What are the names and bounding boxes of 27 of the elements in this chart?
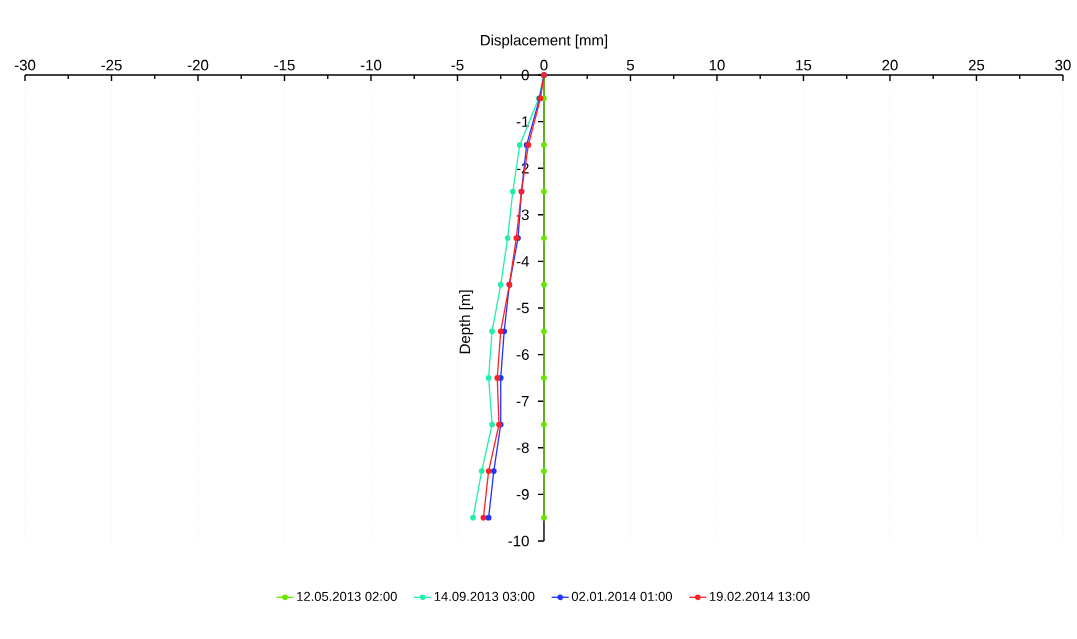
x-tick-label: 30 [1055, 59, 1071, 71]
x-tick-label: 20 [882, 59, 898, 71]
x-tick-label: 15 [796, 59, 812, 71]
y-tick-label: -8 [516, 442, 529, 454]
x-tick-label: -25 [101, 59, 122, 71]
legend-label: 02.01.2014 01:00 [571, 591, 673, 601]
x-tick-label: 10 [709, 59, 725, 71]
x-tick-label: 25 [968, 59, 985, 71]
legend-label: 14.09.2013 03:00 [434, 591, 535, 601]
y-tick-label: -9 [516, 489, 529, 500]
x-tick-label: 5 [626, 59, 635, 71]
legend-label: 19.02.2014 13:00 [709, 591, 810, 601]
x-tick-label: -30 [14, 59, 36, 71]
x-tick-label: 0 [540, 59, 548, 71]
y-tick-label: -1 [516, 116, 529, 127]
x-tick-label: -5 [451, 59, 464, 71]
y-tick-label: -6 [516, 349, 529, 360]
y-tick-label: -4 [516, 256, 529, 267]
x-tick-label: -20 [187, 59, 209, 71]
y-axis-title: Depth [m] [459, 290, 474, 354]
x-tick-label: -15 [274, 59, 295, 71]
legend-label: 12.05.2013 02:00 [297, 591, 397, 601]
x-axis-title: Displacement [mm] [481, 34, 608, 49]
y-tick-label: -7 [516, 396, 529, 407]
y-tick-label: -10 [508, 535, 529, 547]
y-tick-label: -5 [516, 302, 529, 314]
x-tick-label: -10 [360, 59, 382, 71]
